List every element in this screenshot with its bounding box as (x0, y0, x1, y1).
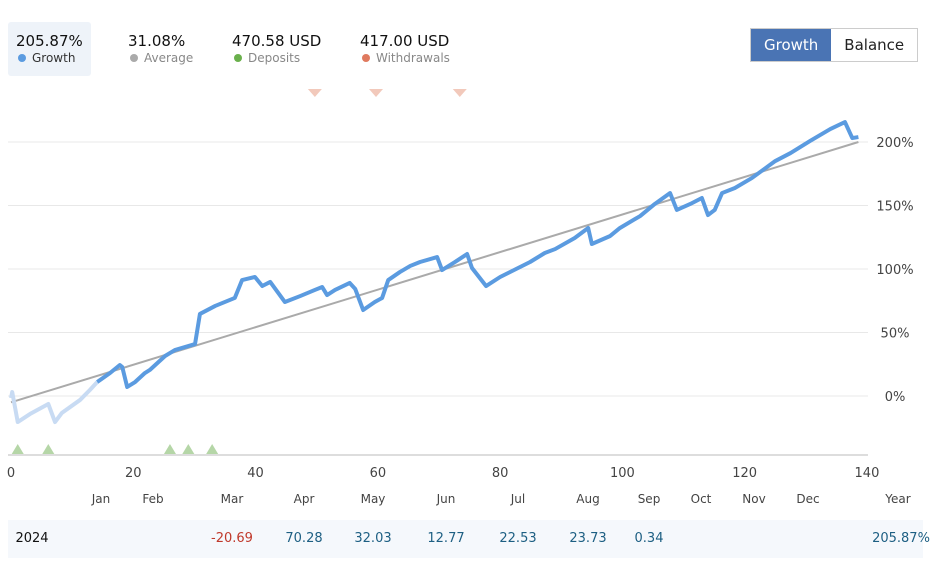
withdrawals-dot-icon (362, 54, 370, 62)
month-value-aug: 23.73 (569, 531, 607, 546)
y-tick-label: 0% (885, 390, 906, 405)
x-tick-label: 0 (7, 466, 15, 481)
average-line (10, 141, 859, 404)
balance-button[interactable]: Balance (844, 36, 905, 54)
withdrawal-marker-icon (369, 89, 384, 97)
growth-button[interactable]: Growth (751, 29, 832, 61)
withdrawal-marker-icon (307, 89, 322, 97)
stat-average[interactable]: 31.08% Average (120, 22, 201, 76)
growth-line (96, 120, 859, 389)
month-header-aug: Aug (576, 492, 600, 506)
x-tick-label: 60 (370, 466, 387, 481)
growth-chart: 0% 50% 100% 150% 200% 0 20 40 60 80 100 120 140 (7, 89, 914, 481)
chart-mode-toggle: Growth Balance (750, 28, 919, 62)
growth-value: 205.87% (16, 32, 83, 50)
month-value-may: 32.03 (354, 531, 392, 546)
x-tick-label: 40 (247, 466, 264, 481)
month-header-apr: Apr (293, 492, 315, 506)
month-header-dec: Dec (796, 492, 820, 506)
month-value-apr: 70.28 (285, 531, 323, 546)
deposit-marker-icon (206, 444, 219, 454)
year-label: 2024 (15, 531, 49, 546)
x-tick-label: 140 (855, 466, 880, 481)
withdrawal-marker-icon (452, 89, 467, 97)
deposits-dot-icon (234, 54, 242, 62)
average-label: Average (144, 51, 194, 65)
x-tick-label: 80 (492, 466, 509, 481)
month-header-nov: Nov (742, 492, 766, 506)
average-value: 31.08% (128, 32, 186, 50)
withdrawals-value: 417.00 USD (360, 32, 450, 50)
month-header-jan: Jan (91, 492, 111, 506)
month-header-jul: Jul (510, 492, 526, 506)
month-header-sep: Sep (637, 492, 661, 506)
y-tick-label: 200% (876, 136, 913, 151)
x-tick-label: 100 (610, 466, 635, 481)
month-value-mar: -20.69 (211, 531, 253, 546)
month-header-year: Year (885, 492, 911, 506)
month-header-jun: Jun (436, 492, 456, 506)
month-value-year: 205.87% (872, 531, 930, 546)
month-header-oct: Oct (690, 492, 712, 506)
deposits-label: Deposits (248, 51, 301, 65)
deposits-value: 470.58 USD (232, 32, 322, 50)
stat-withdrawals[interactable]: 417.00 USD Withdrawals (352, 22, 458, 76)
month-header-may: May (360, 492, 386, 506)
growth-label: Growth (32, 51, 76, 65)
month-value-sep: 0.34 (634, 531, 664, 546)
withdrawals-label: Withdrawals (376, 51, 450, 65)
month-value-jun: 12.77 (427, 531, 465, 546)
deposit-marker-icon (163, 444, 176, 454)
x-tick-label: 120 (732, 466, 757, 481)
average-dot-icon (130, 54, 138, 62)
deposit-marker-icon (11, 444, 24, 454)
y-tick-label: 150% (876, 200, 913, 215)
stat-deposits[interactable]: 470.58 USD Deposits (224, 22, 329, 76)
y-tick-label: 50% (881, 327, 910, 342)
stat-growth[interactable]: 205.87% Growth (8, 22, 91, 76)
table-row: 2024 -20.69 70.28 32.03 12.77 22.53 23.73 0.34… (8, 520, 930, 558)
month-value-jul: 22.53 (499, 531, 537, 546)
y-tick-label: 100% (876, 263, 913, 278)
deposit-marker-icon (182, 444, 195, 454)
deposit-marker-icon (42, 444, 55, 454)
month-header-feb: Feb (142, 492, 164, 506)
growth-dot-icon (18, 54, 26, 62)
month-header: Jan Feb Mar Apr May Jun Jul Aug Sep Oct Nov Dec Year (0, 492, 941, 512)
growth-line-faded (9, 380, 99, 425)
x-tick-label: 20 (125, 466, 142, 481)
month-header-mar: Mar (220, 492, 244, 506)
